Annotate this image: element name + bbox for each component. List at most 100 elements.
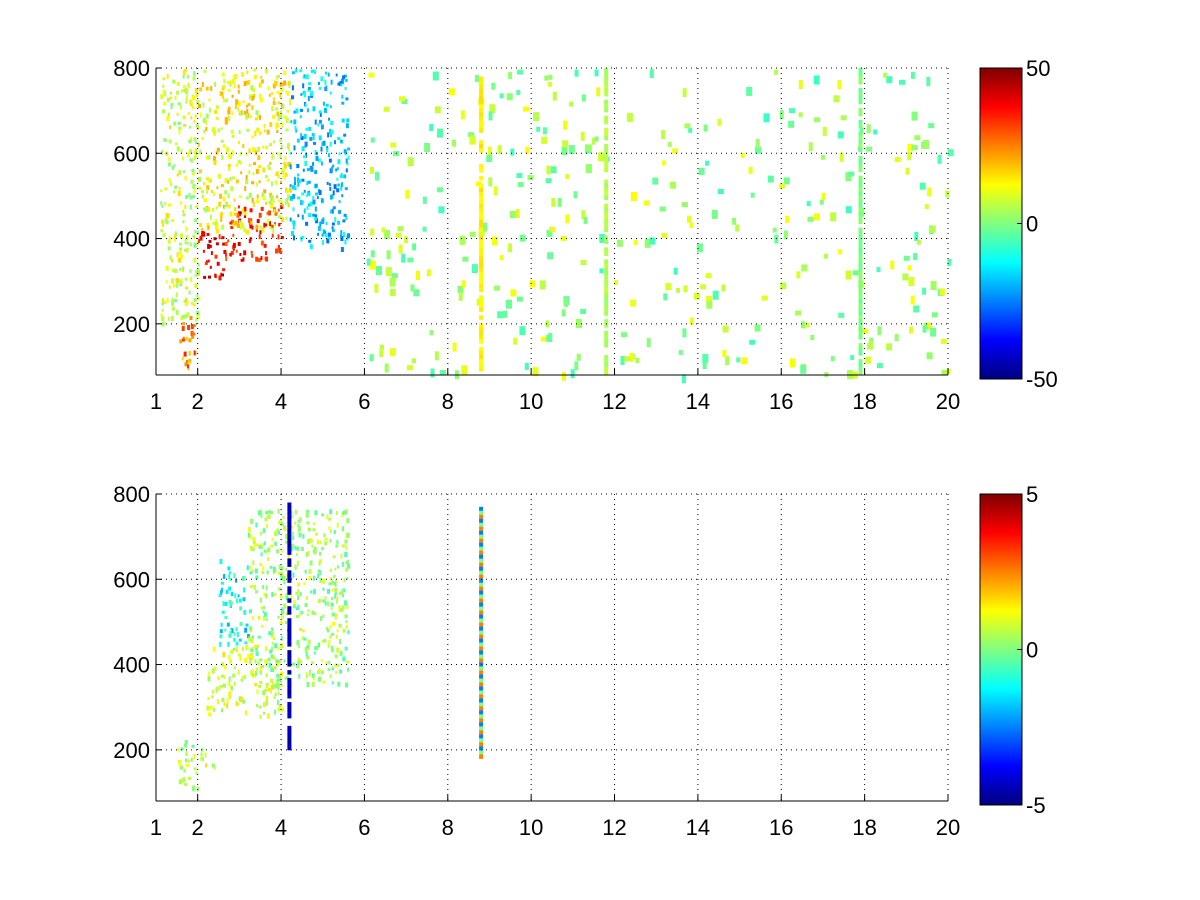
heatmap-cell xyxy=(279,139,283,143)
heatmap-cell xyxy=(318,676,321,682)
heatmap-cell xyxy=(182,266,185,270)
heatmap-cell xyxy=(722,325,729,333)
heatmap-cell xyxy=(395,232,402,238)
heatmap-column-cell xyxy=(479,538,484,544)
heatmap-cell xyxy=(539,280,546,290)
heatmap-cell xyxy=(292,220,296,225)
heatmap-cell xyxy=(255,522,258,528)
heatmap-cell xyxy=(519,326,526,336)
heatmap-cell xyxy=(339,639,341,644)
heatmap-cell xyxy=(546,229,553,237)
heatmap-cell xyxy=(265,550,268,554)
heatmap-cell xyxy=(249,237,252,242)
heatmap-cell xyxy=(624,356,631,362)
heatmap-column-cell xyxy=(479,327,484,332)
heatmap-cell xyxy=(213,765,216,770)
heatmap-cell xyxy=(308,569,312,575)
heatmap-cell xyxy=(269,161,272,165)
heatmap-cell xyxy=(279,110,282,115)
heatmap-cell xyxy=(244,213,246,218)
heatmap-cell xyxy=(667,141,672,147)
heatmap-cell xyxy=(633,239,638,245)
heatmap-cell xyxy=(263,222,266,228)
heatmap-cell xyxy=(331,632,335,636)
heatmap-cell xyxy=(722,350,727,358)
heatmap-cell xyxy=(179,279,183,285)
heatmap-cell xyxy=(165,280,168,284)
heatmap-cell xyxy=(187,364,189,369)
heatmap-cell xyxy=(644,238,651,248)
heatmap-cell xyxy=(565,174,570,180)
heatmap-cell xyxy=(340,79,344,84)
heatmap-cell xyxy=(307,639,311,645)
heatmap-cell xyxy=(239,252,242,256)
heatmap-column-cell xyxy=(479,738,484,743)
heatmap-cell xyxy=(297,589,300,595)
heatmap-column-cell xyxy=(604,275,609,280)
heatmap-cell xyxy=(185,98,188,104)
heatmap-cell xyxy=(263,711,265,715)
heatmap-cell xyxy=(344,600,347,606)
heatmap-cell xyxy=(312,106,316,112)
heatmap-cell xyxy=(200,752,203,757)
heatmap-cell xyxy=(309,560,313,566)
heatmap-cell xyxy=(273,593,277,596)
heatmap-cell xyxy=(190,158,193,163)
heatmap-cell xyxy=(293,235,295,241)
heatmap-cell xyxy=(267,557,269,561)
heatmap-cell xyxy=(324,541,328,546)
heatmap-cell xyxy=(161,302,164,306)
heatmap-cell xyxy=(277,244,280,250)
heatmap-cell xyxy=(307,539,310,545)
heatmap-cell xyxy=(899,79,905,85)
heatmap-cell xyxy=(370,166,374,174)
heatmap-cell xyxy=(277,247,280,253)
heatmap-cell xyxy=(251,673,254,678)
heatmap-cell xyxy=(255,182,258,187)
heatmap-column-cell xyxy=(287,558,292,563)
heatmap-cell xyxy=(298,532,301,538)
heatmap-cell xyxy=(232,242,236,248)
heatmap-column-cell xyxy=(287,590,292,595)
heatmap-cell xyxy=(220,684,224,688)
heatmap-cell xyxy=(279,678,282,683)
heatmap-cell xyxy=(314,150,317,155)
y-tick-label: 600 xyxy=(113,567,150,592)
heatmap-cell xyxy=(285,128,289,132)
heatmap-cell xyxy=(278,521,282,525)
heatmap-cell xyxy=(314,510,318,516)
heatmap-cell xyxy=(196,99,200,105)
heatmap-cell xyxy=(310,538,313,543)
heatmap-cell xyxy=(256,689,259,695)
heatmap-cell xyxy=(182,220,185,224)
heatmap-column-cell xyxy=(604,155,609,161)
heatmap-cell xyxy=(260,75,263,79)
heatmap-cell xyxy=(178,129,181,135)
heatmap-cell xyxy=(194,273,198,277)
heatmap-column-cell xyxy=(858,203,863,209)
heatmap-cell xyxy=(194,229,197,234)
heatmap-cell xyxy=(322,614,325,619)
heatmap-column-cell xyxy=(479,618,484,624)
heatmap-cell xyxy=(341,182,343,188)
heatmap-cell xyxy=(246,229,249,235)
heatmap-cell xyxy=(331,588,334,592)
heatmap-cell xyxy=(231,94,234,98)
heatmap-cell xyxy=(195,153,198,158)
heatmap-cell xyxy=(208,98,211,102)
heatmap-cell xyxy=(272,666,276,670)
heatmap-cell xyxy=(243,81,247,87)
heatmap-cell xyxy=(328,526,331,530)
heatmap-cell xyxy=(564,297,569,307)
heatmap-column-cell xyxy=(858,231,863,236)
heatmap-cell xyxy=(678,350,683,355)
heatmap-cell xyxy=(183,123,187,127)
heatmap-column-cell xyxy=(858,135,863,141)
heatmap-cell xyxy=(260,256,263,261)
heatmap-cell xyxy=(306,509,309,513)
heatmap-cell xyxy=(643,200,650,206)
heatmap-cell xyxy=(510,289,517,297)
heatmap-column-cell xyxy=(858,331,863,336)
heatmap-cell xyxy=(180,201,183,205)
heatmap-cell xyxy=(285,216,288,221)
